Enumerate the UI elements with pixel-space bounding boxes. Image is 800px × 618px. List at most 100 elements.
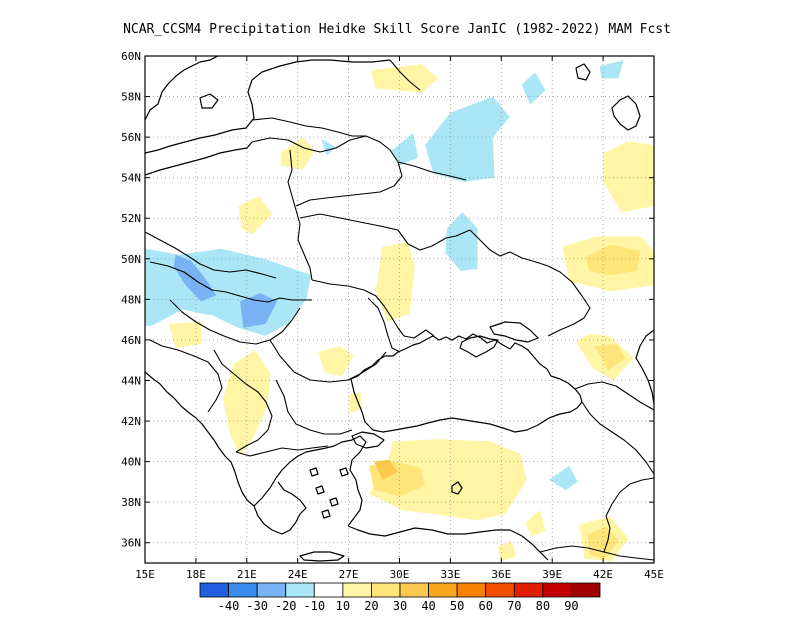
colorbar-swatch-12 [542, 582, 572, 598]
skill-region-29 [587, 526, 619, 559]
y-tick-label: 54N [121, 172, 141, 185]
y-tick-label: 48N [121, 293, 141, 306]
y-tick-label: 46N [121, 334, 141, 347]
colorbar-swatch-8 [428, 582, 458, 598]
skill-region-12 [603, 141, 654, 213]
skill-region-22 [168, 321, 201, 348]
colorbar-label: 40 [421, 599, 435, 613]
x-tick-label: 45E [644, 568, 664, 581]
border-finland [389, 59, 421, 91]
border-russia-north [397, 161, 467, 181]
border-turkey-east [581, 401, 654, 475]
x-tick-label: 33E [440, 568, 460, 581]
border-hungary [169, 299, 301, 345]
colorbar-label: -40 [218, 599, 240, 613]
border-croatia-bosnia [149, 339, 223, 413]
colorbar-swatch-0 [199, 582, 229, 598]
border-moldova [367, 297, 401, 353]
lake-coastline-2 [575, 63, 591, 81]
map-axes: 15E 18E 21E 24E 27E 30E 33E 36E 39E 42E 45E 36N 38N 4… [121, 50, 664, 581]
aegean-islands [309, 467, 349, 519]
skill-region-1 [425, 96, 510, 182]
x-tick-label: 36E [491, 568, 511, 581]
colorbar-label: 30 [393, 599, 407, 613]
y-tick-label: 42N [121, 415, 141, 428]
colorbar-label: -30 [246, 599, 268, 613]
colorbar-label: 10 [336, 599, 350, 613]
colorbar-swatch-2 [256, 582, 287, 598]
lake-van-coastline [451, 481, 463, 495]
y-tick-label: 36N [121, 537, 141, 550]
gotland-coastline [199, 93, 219, 109]
border-ukraine-west [311, 279, 435, 339]
border-greece-north [235, 445, 329, 457]
border-caucasus [574, 381, 654, 411]
border-iraq [603, 477, 654, 553]
border-bulgaria [275, 379, 353, 435]
country-borders [145, 59, 654, 561]
x-tick-label: 27E [339, 568, 359, 581]
border-poland-germany [145, 231, 277, 279]
crete-coastline [299, 551, 345, 562]
border-ukraine-russia [469, 229, 591, 337]
y-tick-label: 40N [121, 456, 141, 469]
azov-coastline [489, 321, 539, 343]
lake-coastline [611, 95, 641, 131]
skill-region-3 [521, 72, 546, 105]
x-tick-label: 39E [542, 568, 562, 581]
border-baltic-states [251, 135, 403, 207]
colorbar-label: 80 [536, 599, 550, 613]
colorbar-swatch-4 [313, 582, 344, 598]
y-tick-label: 56N [121, 131, 141, 144]
skill-region-27 [525, 510, 546, 537]
colorbar-label: 20 [364, 599, 378, 613]
skill-region-7 [173, 254, 217, 302]
adriatic-coastline [145, 371, 255, 507]
marmara-coastline [351, 431, 385, 449]
colorbar-swatch-1 [228, 582, 258, 598]
crimea-coastline [459, 335, 499, 358]
colorbar: -40 -30 -20 -10 10 20 30 40 50 60 70 80 90 [199, 582, 601, 613]
black-sea-coastline [350, 333, 583, 433]
colorbar-label: 50 [450, 599, 464, 613]
skill-score-fills [145, 60, 654, 561]
colorbar-label: -20 [275, 599, 297, 613]
border-romania [269, 339, 387, 383]
y-tick-label: 50N [121, 253, 141, 266]
colorbar-label: 60 [478, 599, 492, 613]
colorbar-swatch-9 [456, 582, 487, 598]
y-tick-label: 58N [121, 91, 141, 104]
border-poland-belarus [287, 149, 313, 281]
colorbar-swatch-11 [513, 582, 544, 598]
map-title: NCAR_CCSM4 Precipitation Heidke Skill Sc… [123, 22, 671, 37]
border-czech-slovakia [149, 261, 312, 303]
skill-region-24 [369, 439, 527, 521]
x-tick-label: 15E [135, 568, 155, 581]
colorbar-label: -10 [303, 599, 325, 613]
greece-coastline [253, 481, 307, 535]
border-belarus-russia [299, 213, 471, 251]
skill-region-14 [586, 244, 641, 275]
caspian-coastline [635, 329, 654, 405]
skill-region-30 [497, 540, 517, 561]
border-turkey-south [539, 545, 654, 561]
colorbar-swatch-5 [342, 582, 372, 598]
x-tick-label: 18E [186, 568, 206, 581]
baltic-coastline-2 [145, 141, 253, 176]
skill-region-11 [370, 64, 439, 93]
skill-region-23 [348, 392, 363, 413]
aegean-coastline [253, 435, 367, 527]
y-tick-label: 44N [121, 374, 141, 387]
colorbar-label: 90 [564, 599, 578, 613]
skill-region-16 [280, 137, 315, 170]
skill-region-20 [318, 346, 354, 377]
x-tick-label: 42E [593, 568, 613, 581]
x-tick-label: 21E [237, 568, 257, 581]
coastlines [145, 56, 654, 562]
skill-region-2 [391, 133, 419, 166]
colorbar-swatch-10 [485, 582, 515, 598]
skill-region-15 [375, 242, 415, 322]
y-tick-label: 38N [121, 496, 141, 509]
skill-region-26 [374, 459, 398, 480]
